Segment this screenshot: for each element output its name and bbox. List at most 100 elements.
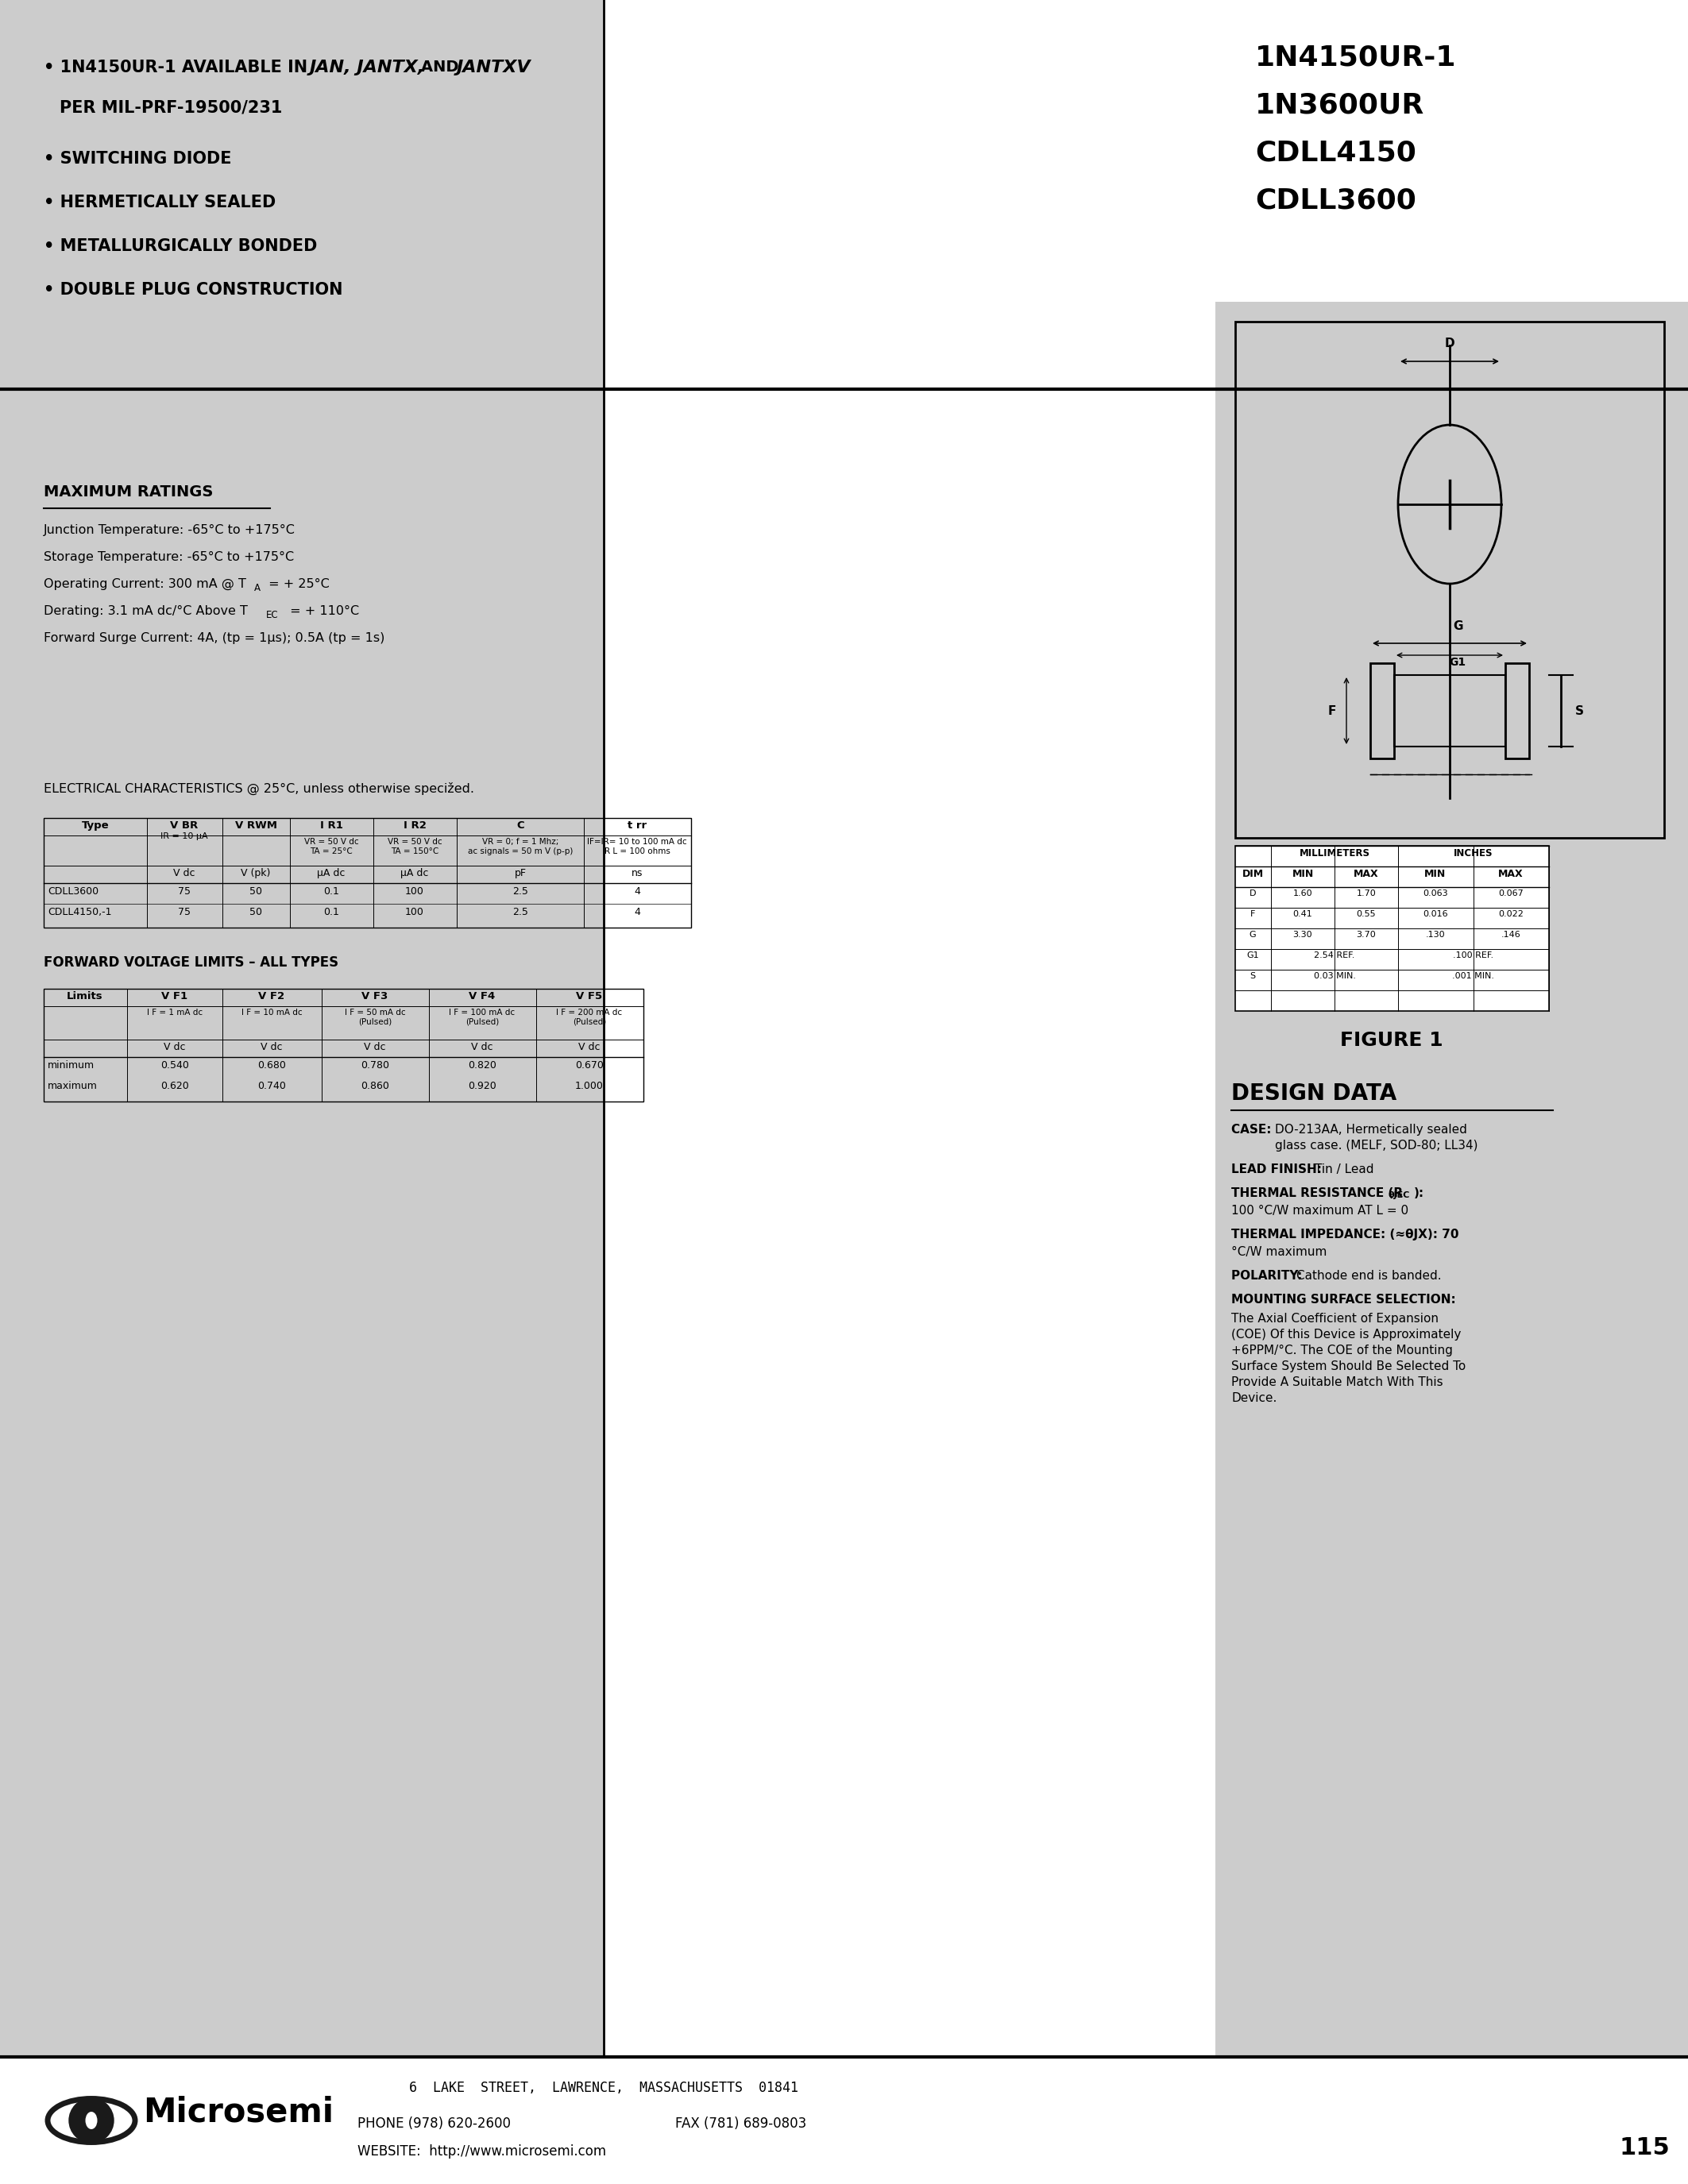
- Bar: [1394, 675, 1506, 747]
- Text: VR = 0; f = 1 Mhz;
ac signals = 50 m V (p-p): VR = 0; f = 1 Mhz; ac signals = 50 m V (…: [468, 839, 572, 854]
- Text: Operating Current: 300 mA @ T: Operating Current: 300 mA @ T: [44, 579, 246, 590]
- Text: CASE:: CASE:: [1231, 1125, 1276, 1136]
- Text: 75: 75: [177, 887, 191, 898]
- Text: 0.780: 0.780: [361, 1059, 390, 1070]
- Text: I F = 200 mA dc
(Pulsed): I F = 200 mA dc (Pulsed): [557, 1009, 623, 1026]
- Text: 0.670: 0.670: [576, 1059, 604, 1070]
- Text: PER MIL-PRF-19500/231: PER MIL-PRF-19500/231: [59, 98, 282, 116]
- Text: EC: EC: [267, 609, 279, 620]
- Text: .146: .146: [1501, 930, 1521, 939]
- Text: ELECTRICAL CHARACTERISTICS @ 25°C, unless otherwise specižed.: ELECTRICAL CHARACTERISTICS @ 25°C, unles…: [44, 782, 474, 795]
- Text: LEAD FINISH:: LEAD FINISH:: [1231, 1164, 1327, 1175]
- Text: V F4: V F4: [469, 992, 495, 1002]
- Text: Junction Temperature: -65°C to +175°C: Junction Temperature: -65°C to +175°C: [44, 524, 295, 535]
- Text: 0.03 MIN.: 0.03 MIN.: [1313, 972, 1355, 981]
- Text: THERMAL RESISTANCE (R: THERMAL RESISTANCE (R: [1231, 1188, 1403, 1199]
- Text: I F = 50 mA dc
(Pulsed): I F = 50 mA dc (Pulsed): [344, 1009, 405, 1026]
- Text: °C/W maximum: °C/W maximum: [1231, 1247, 1327, 1258]
- Text: +6PPM/°C. The COE of the Mounting: +6PPM/°C. The COE of the Mounting: [1231, 1345, 1453, 1356]
- Text: θJEC: θJEC: [1388, 1190, 1409, 1199]
- Text: 100: 100: [405, 906, 424, 917]
- Bar: [1236, 845, 1550, 1011]
- Text: MAX: MAX: [1499, 869, 1524, 880]
- Text: IF=IR= 10 to 100 mA dc
R L = 100 ohms: IF=IR= 10 to 100 mA dc R L = 100 ohms: [587, 839, 687, 854]
- Text: 0.820: 0.820: [468, 1059, 496, 1070]
- Text: MIN: MIN: [1291, 869, 1313, 880]
- Text: V dc: V dc: [471, 1042, 493, 1053]
- Text: .100 REF.: .100 REF.: [1453, 952, 1494, 959]
- Text: V (pk): V (pk): [241, 867, 270, 878]
- Text: • SWITCHING DIODE: • SWITCHING DIODE: [44, 151, 231, 166]
- Bar: [1236, 321, 1664, 839]
- Bar: [0, 2057, 1688, 2184]
- Text: CDLL4150: CDLL4150: [1256, 140, 1416, 166]
- Text: 2.5: 2.5: [513, 906, 528, 917]
- Text: • DOUBLE PLUG CONSTRUCTION: • DOUBLE PLUG CONSTRUCTION: [44, 282, 343, 297]
- Text: I F = 100 mA dc
(Pulsed): I F = 100 mA dc (Pulsed): [449, 1009, 515, 1026]
- Text: V dc: V dc: [579, 1042, 601, 1053]
- Text: V dc: V dc: [260, 1042, 282, 1053]
- Text: C: C: [517, 821, 523, 830]
- Text: Storage Temperature: -65°C to +175°C: Storage Temperature: -65°C to +175°C: [44, 550, 294, 563]
- Bar: [0, 0, 604, 2057]
- Text: Tin / Lead: Tin / Lead: [1315, 1164, 1374, 1175]
- Text: F: F: [1328, 705, 1337, 716]
- Text: V dc: V dc: [365, 1042, 387, 1053]
- Bar: [1506, 664, 1529, 758]
- Text: G1: G1: [1450, 657, 1465, 668]
- Text: 0.016: 0.016: [1423, 911, 1448, 917]
- Text: VR = 50 V dc
TA = 150°C: VR = 50 V dc TA = 150°C: [388, 839, 442, 854]
- Text: AND: AND: [420, 59, 464, 74]
- Text: D: D: [1445, 339, 1455, 349]
- Text: G: G: [1249, 930, 1256, 939]
- Text: JAN, JANTX,: JAN, JANTX,: [311, 59, 432, 76]
- Text: THERMAL IMPEDANCE: (≈θJX): 70: THERMAL IMPEDANCE: (≈θJX): 70: [1231, 1230, 1458, 1241]
- Bar: [604, 0, 1688, 2057]
- Text: • HERMETICALLY SEALED: • HERMETICALLY SEALED: [44, 194, 275, 210]
- Text: Forward Surge Current: 4A, (tp = 1µs); 0.5A (tp = 1s): Forward Surge Current: 4A, (tp = 1µs); 0…: [44, 631, 385, 644]
- Text: 4: 4: [635, 906, 640, 917]
- Bar: [1371, 664, 1394, 758]
- Text: 3.70: 3.70: [1357, 930, 1376, 939]
- Text: 1.70: 1.70: [1357, 889, 1376, 898]
- Text: 0.540: 0.540: [160, 1059, 189, 1070]
- Text: V dc: V dc: [174, 867, 196, 878]
- Text: INCHES: INCHES: [1453, 847, 1494, 858]
- Text: 6  LAKE  STREET,  LAWRENCE,  MASSACHUSETTS  01841: 6 LAKE STREET, LAWRENCE, MASSACHUSETTS 0…: [408, 2081, 798, 2094]
- Text: 50: 50: [250, 906, 262, 917]
- Text: FIGURE 1: FIGURE 1: [1340, 1031, 1443, 1051]
- Text: PHONE (978) 620-2600: PHONE (978) 620-2600: [358, 2116, 511, 2132]
- Text: 0.1: 0.1: [324, 906, 339, 917]
- Text: Microsemi: Microsemi: [143, 2094, 334, 2129]
- Text: 0.067: 0.067: [1499, 889, 1524, 898]
- Text: FORWARD VOLTAGE LIMITS – ALL TYPES: FORWARD VOLTAGE LIMITS – ALL TYPES: [44, 954, 339, 970]
- Text: Type: Type: [81, 821, 110, 830]
- Text: DO-213AA, Hermetically sealed: DO-213AA, Hermetically sealed: [1274, 1125, 1467, 1136]
- Text: Cathode end is banded.: Cathode end is banded.: [1296, 1269, 1442, 1282]
- Text: Surface System Should Be Selected To: Surface System Should Be Selected To: [1231, 1361, 1465, 1372]
- Text: A: A: [255, 583, 260, 594]
- Text: V F5: V F5: [576, 992, 603, 1002]
- Text: 50: 50: [250, 887, 262, 898]
- Text: µA dc: µA dc: [317, 867, 346, 878]
- Text: G1: G1: [1246, 952, 1259, 959]
- Text: 100: 100: [405, 887, 424, 898]
- Text: MIN: MIN: [1425, 869, 1447, 880]
- Text: 1N4150UR-1: 1N4150UR-1: [1256, 44, 1457, 70]
- Text: 2.54 REF.: 2.54 REF.: [1313, 952, 1355, 959]
- Text: CDLL3600: CDLL3600: [47, 887, 98, 898]
- Text: Device.: Device.: [1231, 1391, 1276, 1404]
- Text: = + 110°C: = + 110°C: [285, 605, 360, 618]
- Text: MAXIMUM RATINGS: MAXIMUM RATINGS: [44, 485, 213, 500]
- Text: I R1: I R1: [319, 821, 343, 830]
- Text: 100 °C/W maximum AT L = 0: 100 °C/W maximum AT L = 0: [1231, 1206, 1408, 1216]
- Text: 3.30: 3.30: [1293, 930, 1313, 939]
- Bar: [44, 819, 690, 928]
- Text: S: S: [1575, 705, 1583, 716]
- Text: VR = 50 V dc
TA = 25°C: VR = 50 V dc TA = 25°C: [304, 839, 358, 854]
- Text: MAX: MAX: [1354, 869, 1379, 880]
- Text: 0.063: 0.063: [1423, 889, 1448, 898]
- Text: 0.620: 0.620: [160, 1081, 189, 1092]
- Text: 4: 4: [635, 887, 640, 898]
- Text: 0.41: 0.41: [1293, 911, 1313, 917]
